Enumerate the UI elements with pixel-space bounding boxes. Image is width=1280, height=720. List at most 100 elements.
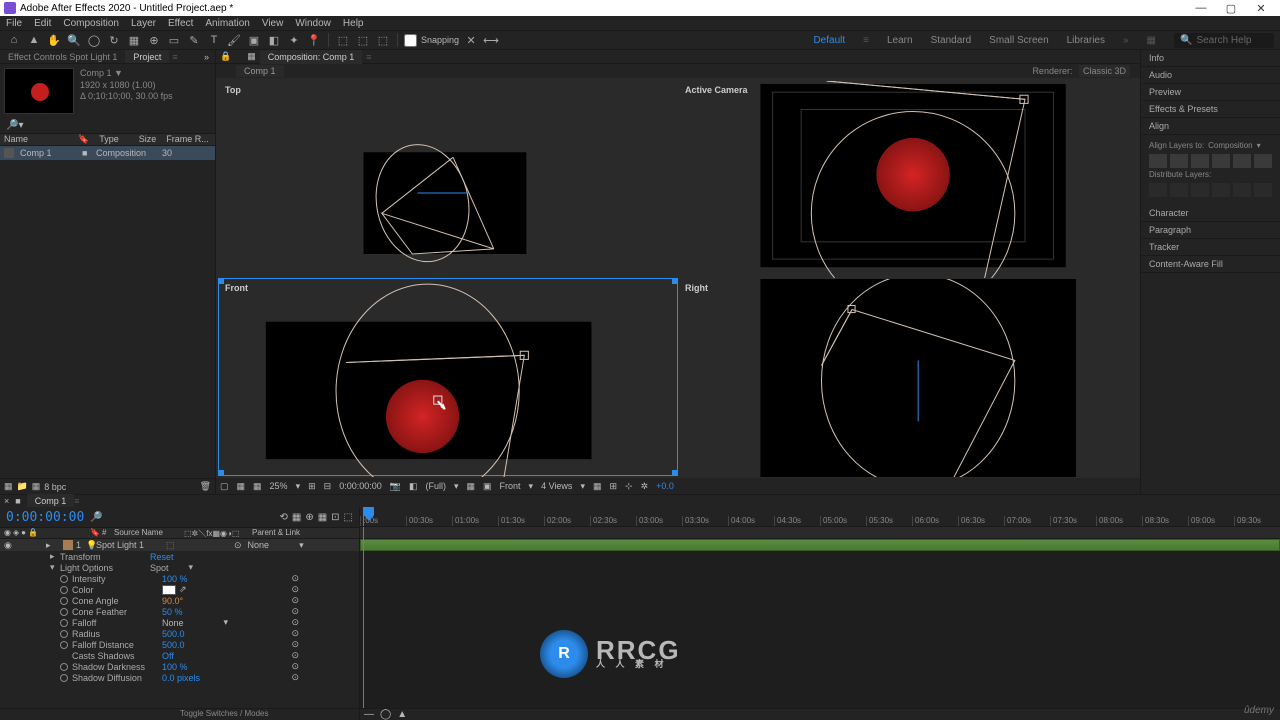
menu-layer[interactable]: Layer — [131, 18, 156, 29]
rotate-tool-icon[interactable]: ↻ — [106, 32, 122, 48]
stamp-tool-icon[interactable]: ▣ — [246, 32, 262, 48]
vf-btn3[interactable]: ▦ — [253, 481, 262, 492]
vf-btn6[interactable]: ◧ — [409, 481, 418, 492]
viewport-top[interactable]: Top — [218, 80, 678, 278]
viewcount-dropdown[interactable]: 4 Views — [541, 481, 572, 491]
playhead[interactable] — [363, 507, 364, 526]
viewport-active-camera[interactable]: Active Camera — [678, 80, 1138, 278]
stopwatch-icon[interactable] — [60, 575, 68, 583]
prop-intensity[interactable]: Intensity 100 % ⊙ — [0, 573, 359, 584]
shape-tool-icon[interactable]: ▭ — [166, 32, 182, 48]
tab-effect-controls[interactable]: Effect Controls Spot Light 1 — [0, 50, 125, 63]
prop-castsshadows[interactable]: Casts Shadows Off ⊙ — [0, 650, 359, 661]
pen-tool-icon[interactable]: ✎ — [186, 32, 202, 48]
vf-btn11[interactable]: ⊹ — [625, 481, 633, 492]
renderer-dropdown[interactable]: Classic 3D — [1079, 65, 1130, 77]
timeline-ruler[interactable]: :00s00:30s 01:00s01:30s 02:00s02:30s 03:… — [360, 507, 1280, 527]
menu-help[interactable]: Help — [343, 18, 364, 29]
dist-3-icon[interactable] — [1191, 183, 1209, 197]
tl-icon5[interactable]: ⊡ — [331, 512, 339, 523]
vf-btn10[interactable]: ⊞ — [609, 481, 617, 492]
bpc-toggle[interactable]: 8 bpc — [44, 482, 66, 492]
eraser-tool-icon[interactable]: ◧ — [266, 32, 282, 48]
prop-falloffdist[interactable]: Falloff Distance 500.0 ⊙ — [0, 639, 359, 650]
workspace-default[interactable]: Default — [813, 35, 845, 46]
workspace-learn[interactable]: Learn — [887, 35, 913, 46]
trash-icon[interactable]: 🗑 — [200, 481, 211, 492]
newfolder-icon[interactable]: 📁 — [17, 481, 28, 492]
tl-icon6[interactable]: ⬚ — [344, 512, 353, 523]
tl-search-icon[interactable]: 🔎 — [90, 512, 102, 523]
roto-tool-icon[interactable]: ✦ — [286, 32, 302, 48]
vf-btn8[interactable]: ▣ — [483, 481, 492, 492]
zoom-dropdown[interactable]: 25% — [270, 481, 288, 491]
tl-btn2[interactable]: ■ — [15, 496, 20, 506]
camera-tool-icon[interactable]: ▦ — [126, 32, 142, 48]
brush-tool-icon[interactable]: 🖌 — [226, 32, 242, 48]
panel-audio[interactable]: Audio — [1141, 67, 1280, 84]
snapshot-icon[interactable]: 📷 — [390, 481, 401, 492]
minimize-button[interactable]: — — [1186, 0, 1216, 16]
panel-character[interactable]: Character — [1141, 205, 1280, 222]
menu-view[interactable]: View — [262, 18, 284, 29]
resolution-dropdown[interactable]: (Full) — [425, 481, 446, 491]
color-swatch[interactable] — [162, 585, 176, 595]
vf-btn1[interactable]: ▢ — [220, 481, 229, 492]
align-vcenter-icon[interactable] — [1233, 154, 1251, 168]
vf-btn5[interactable]: ⊟ — [324, 481, 332, 492]
stopwatch-icon[interactable] — [60, 608, 68, 616]
menu-edit[interactable]: Edit — [34, 18, 51, 29]
stopwatch-icon[interactable] — [60, 586, 68, 594]
view-dropdown[interactable]: Front — [500, 481, 521, 491]
falloff-dropdown[interactable]: None — [162, 618, 184, 628]
stopwatch-icon[interactable] — [60, 674, 68, 682]
menu-effect[interactable]: Effect — [168, 18, 193, 29]
selection-tool-icon[interactable]: ▲ — [26, 32, 42, 48]
timecode[interactable]: 0:00:00:00 — [6, 510, 84, 525]
axis-view-icon[interactable]: ⬚ — [375, 32, 391, 48]
stopwatch-icon[interactable] — [60, 597, 68, 605]
stopwatch-icon[interactable] — [60, 630, 68, 638]
workspace-libraries[interactable]: Libraries — [1067, 35, 1105, 46]
snap-opt1-icon[interactable]: ✕ — [463, 32, 479, 48]
comp-lock-icon[interactable]: 🔒 — [220, 51, 231, 62]
vf-btn7[interactable]: ▦ — [467, 481, 476, 492]
parent-pickwhip-icon[interactable]: ⊙ — [234, 540, 242, 551]
prop-shadowdiff[interactable]: Shadow Diffusion 0.0 pixels ⊙ — [0, 672, 359, 683]
close-button[interactable]: ✕ — [1246, 0, 1276, 16]
panel-effects-presets[interactable]: Effects & Presets — [1141, 101, 1280, 118]
timeline-tracks[interactable] — [360, 527, 1280, 708]
puppet-tool-icon[interactable]: 📍 — [306, 32, 322, 48]
snapping-checkbox[interactable] — [404, 34, 417, 47]
dist-4-icon[interactable] — [1212, 183, 1230, 197]
light-type-dropdown[interactable]: Spot — [150, 563, 169, 573]
exposure-value[interactable]: +0.0 — [656, 481, 674, 491]
panel-content-aware[interactable]: Content-Aware Fill — [1141, 256, 1280, 273]
tl-btn1[interactable]: × — [4, 496, 9, 506]
stopwatch-icon[interactable] — [60, 663, 68, 671]
menu-file[interactable]: File — [6, 18, 22, 29]
prop-lightoptions[interactable]: ▾ Light Options Spot ▾ — [0, 562, 359, 573]
search-help[interactable]: 🔍 Search Help — [1174, 33, 1274, 48]
vf-btn9[interactable]: ▦ — [593, 481, 602, 492]
interpret-icon[interactable]: ▦ — [4, 481, 13, 492]
tl-zoom-out-icon[interactable]: — — [364, 709, 374, 720]
parent-dropdown[interactable]: None — [248, 540, 270, 550]
tl-icon2[interactable]: ▦ — [292, 512, 301, 523]
menu-window[interactable]: Window — [295, 18, 331, 29]
prop-falloff[interactable]: Falloff None ▾ ⊙ — [0, 617, 359, 628]
prop-coneangle[interactable]: Cone Angle 90.0° ⊙ — [0, 595, 359, 606]
pan-behind-tool-icon[interactable]: ⊕ — [146, 32, 162, 48]
prop-color[interactable]: Color ⇗ ⊙ — [0, 584, 359, 595]
layer-bar[interactable] — [360, 539, 1280, 551]
tl-icon4[interactable]: ▦ — [318, 512, 327, 523]
panel-info[interactable]: Info — [1141, 50, 1280, 67]
align-left-icon[interactable] — [1149, 154, 1167, 168]
eyedropper-icon[interactable]: ⇗ — [179, 584, 187, 595]
axis-world-icon[interactable]: ⬚ — [355, 32, 371, 48]
menu-composition[interactable]: Composition — [63, 18, 119, 29]
tab-project[interactable]: Project — [125, 50, 169, 63]
panel-paragraph[interactable]: Paragraph — [1141, 222, 1280, 239]
tl-icon3[interactable]: ⊕ — [305, 512, 313, 523]
prop-shadowdark[interactable]: Shadow Darkness 100 % ⊙ — [0, 661, 359, 672]
